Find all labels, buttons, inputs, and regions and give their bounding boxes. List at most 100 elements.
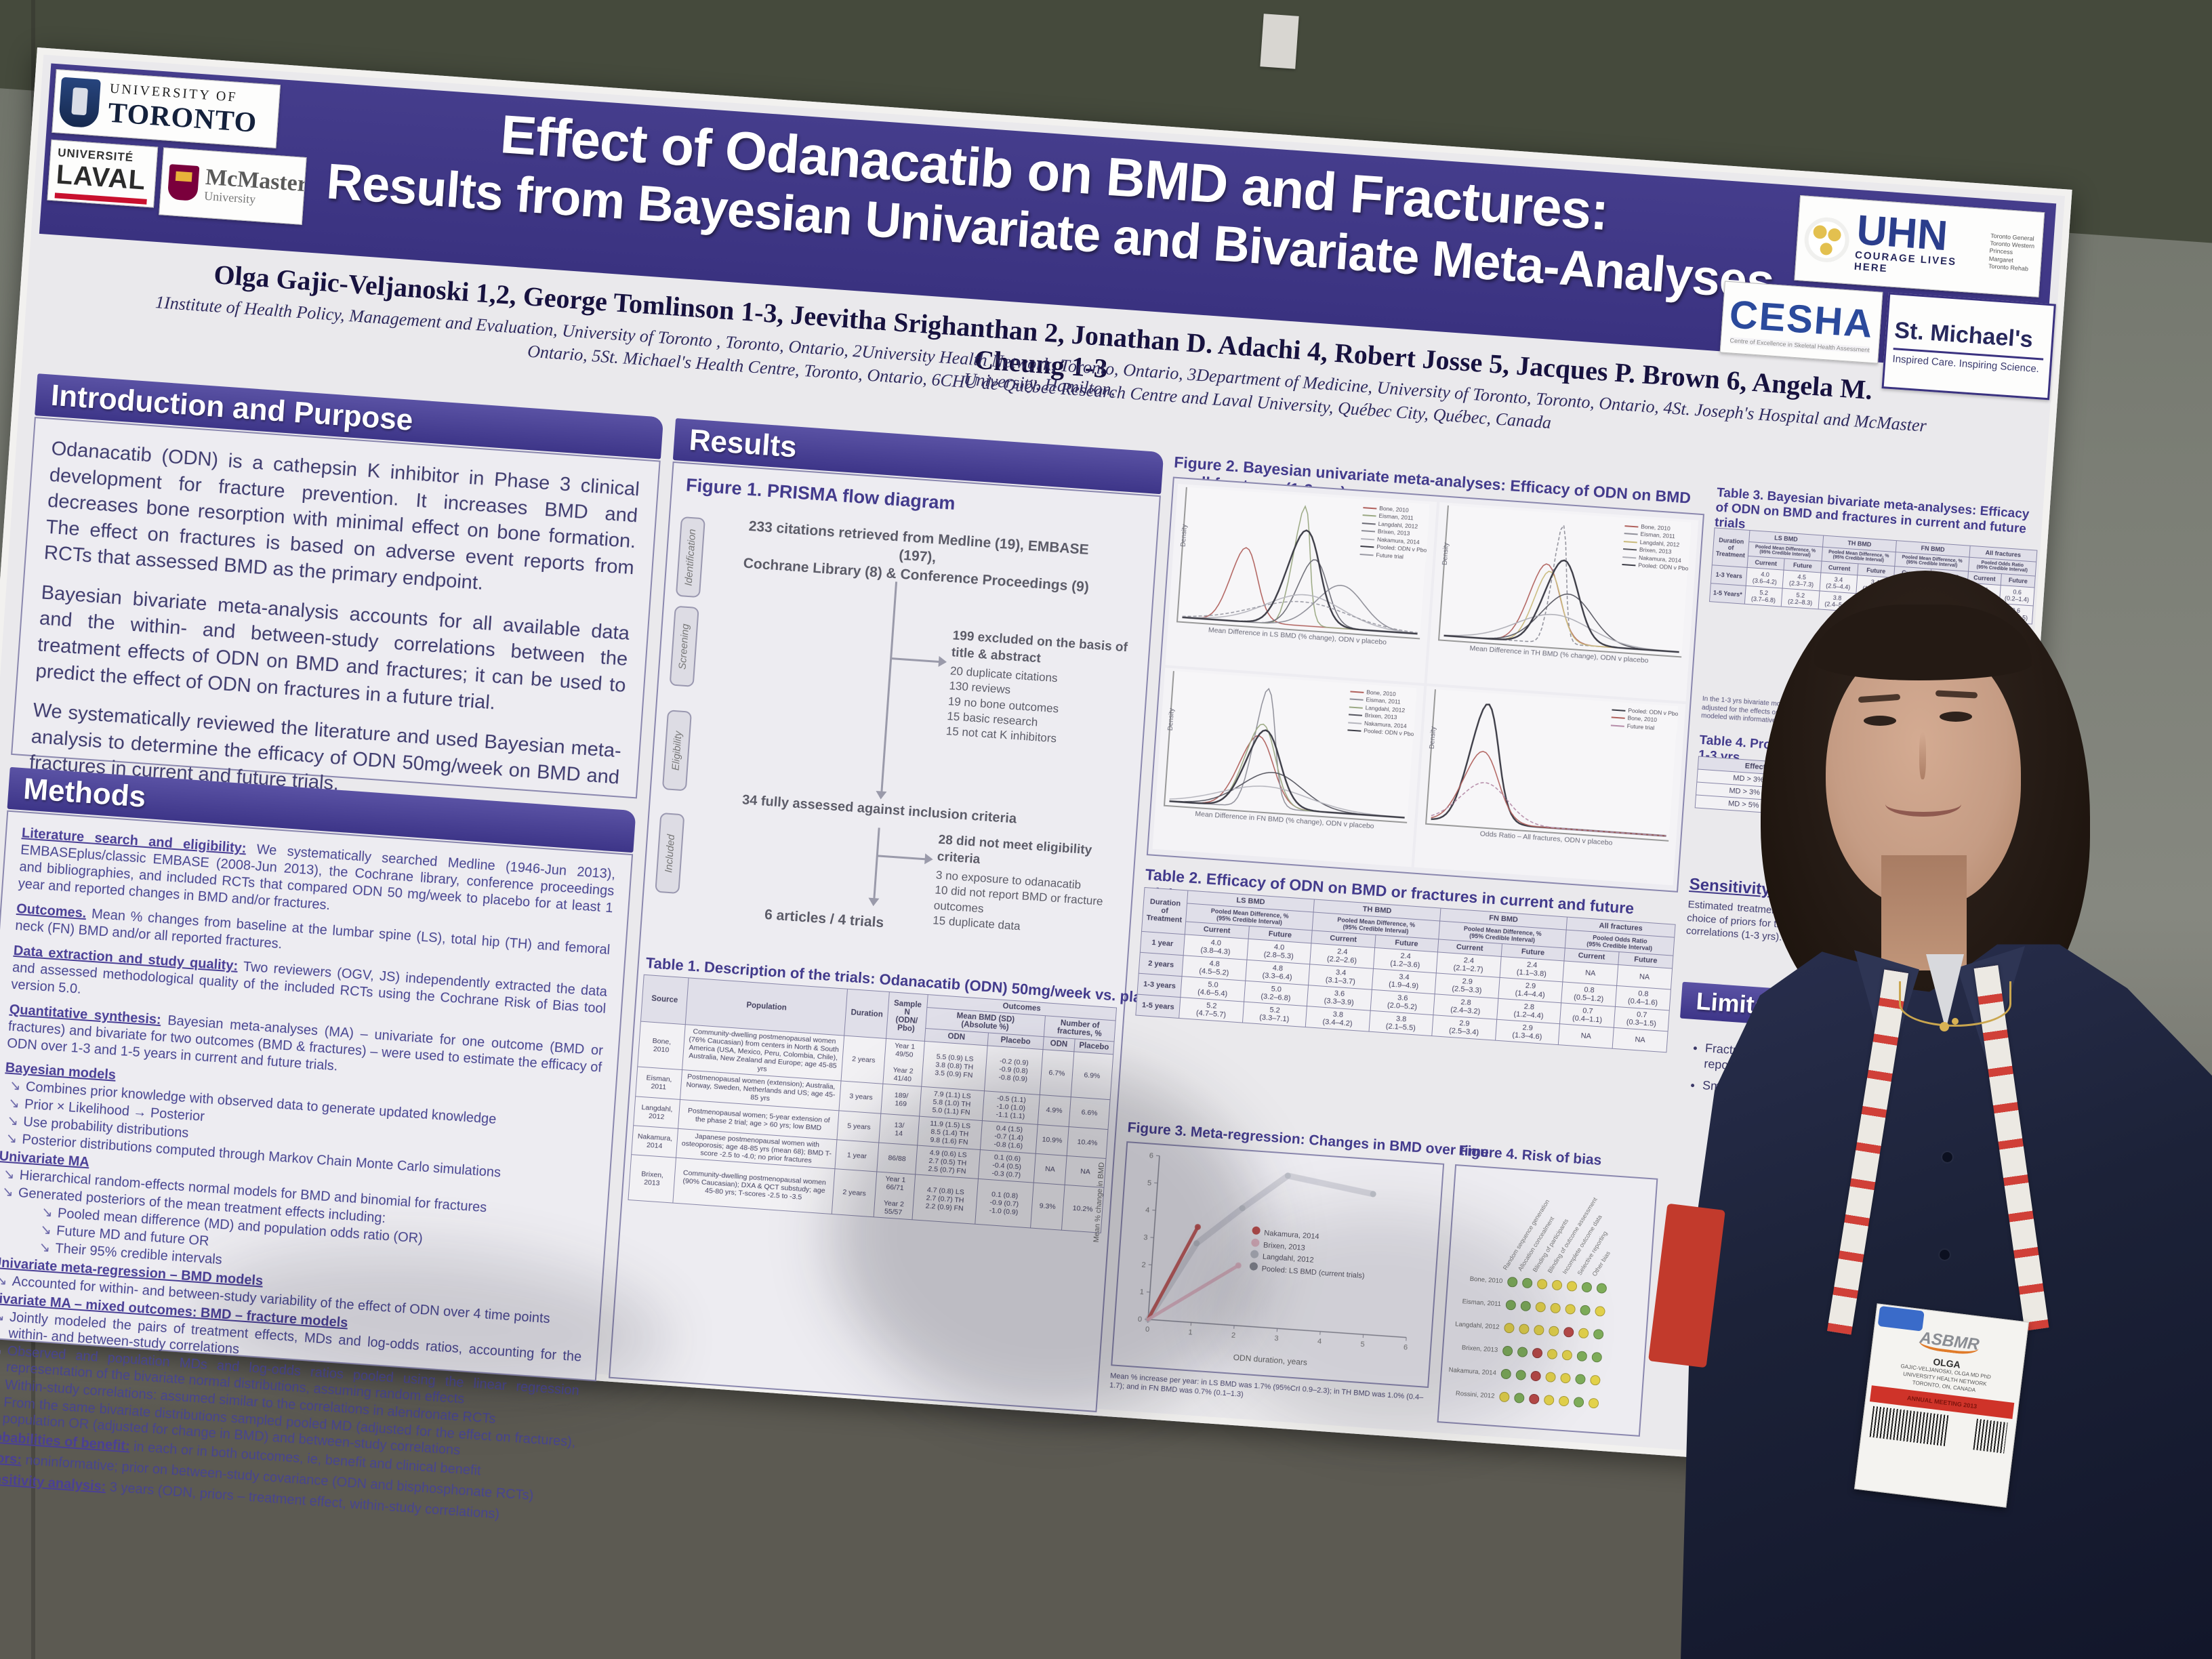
intro-paragraph: Odanacatib (ODN) is a cathepsin K inhibi… (43, 437, 640, 595)
col-duration: Duration of Treatment (1141, 887, 1188, 935)
person-mouth (1885, 792, 1961, 817)
risk-dot (1561, 1349, 1573, 1361)
svg-text:1: 1 (1188, 1328, 1193, 1336)
value-cell: NA (1612, 1027, 1668, 1052)
svg-text:0: 0 (1145, 1326, 1150, 1334)
risk-dot (1591, 1351, 1603, 1363)
stage-included: Included (662, 834, 677, 873)
svg-text:4: 4 (1145, 1206, 1150, 1214)
svg-text:6: 6 (1404, 1343, 1408, 1351)
svg-text:3: 3 (1274, 1334, 1279, 1343)
value-cell: 3.8 (2.1–5.5) (1368, 1010, 1433, 1036)
row-label: 1 year (1140, 931, 1185, 956)
flow-line (877, 855, 926, 861)
y-axis-label: Density (1179, 524, 1189, 548)
row-label: 1-5 Years* (1709, 583, 1746, 605)
stage-eligibility: Eligibility (670, 730, 684, 771)
jacket-button (1940, 1250, 1950, 1260)
row-label: 2 years (1139, 952, 1184, 977)
arrow-right-icon (924, 853, 934, 865)
risk-dot (1593, 1328, 1604, 1340)
necklace-chain (1899, 981, 2011, 1027)
risk-dot (1581, 1282, 1593, 1293)
arrow-down-icon (867, 897, 880, 907)
col-sample: Sample N (ODN/ Pbo) (886, 991, 928, 1042)
mcmaster-crest-icon (167, 164, 200, 201)
figure2-subplot-th: Density Bone, 2010 Eisman, 2011 Langdahl, … (1427, 501, 1699, 702)
risk-dot (1563, 1326, 1574, 1338)
flow-line (880, 581, 898, 793)
uhn-logo: UHN COURAGE LIVES HERE Toronto General T… (1794, 194, 2045, 298)
person-eye (1864, 716, 1896, 726)
risk-dot (1560, 1372, 1572, 1384)
col-duration: Duration of Treatment (1712, 527, 1750, 568)
badge-org-logo: ASBMR (1918, 1328, 1980, 1356)
cesha-logo: CESHA Centre of Excellence in Skeletal H… (1719, 281, 1883, 364)
figure2-subplot-fn: Density Bone, 2010 Eisman, 2011 Langdahl, … (1152, 668, 1425, 867)
risk-dot (1573, 1397, 1584, 1408)
density-plot-odds-ratio (1425, 689, 1678, 842)
value-cell: 5.2 (2.2–8.3) (1781, 588, 1820, 609)
svg-text:6: 6 (1149, 1151, 1153, 1160)
value-cell: 5.2 (3.3–7.1) (1242, 1002, 1307, 1027)
row-label: 1-5 years (1135, 994, 1181, 1019)
risk-dot (1558, 1395, 1570, 1407)
person-jacket (1681, 944, 2212, 1659)
arrow-down-icon (875, 790, 887, 800)
person-eye (1940, 712, 1972, 722)
y-axis-label: Density (1428, 726, 1438, 750)
person-hair-fringe (1814, 605, 2032, 680)
barcode (1869, 1406, 1949, 1447)
risk-dot (1589, 1374, 1601, 1386)
row-label: 1-3 Years (1711, 565, 1748, 586)
stage-identification: Identification (682, 528, 699, 586)
y-axis-label: Density (1166, 708, 1176, 731)
uhn-leaf-icon (1803, 216, 1851, 264)
svg-text:1: 1 (1139, 1288, 1144, 1296)
prisma-flow-diagram: Identification Screening Eligibility Inc… (646, 506, 1149, 975)
svg-text:2: 2 (1141, 1261, 1146, 1269)
y-axis-label: Density (1441, 542, 1451, 566)
meta-regression-chart: 0 1 2 3 4 5 6 0 1 2 3 4 5 6 (1137, 1151, 1408, 1351)
prisma-excluded-1: 199 excluded on the basis of title & abs… (945, 628, 1141, 752)
density-plot-ls-bmd (1176, 487, 1429, 640)
svg-text:2: 2 (1231, 1332, 1236, 1340)
prisma-box-included: 6 articles / 4 trials (764, 907, 884, 931)
flow-line (891, 657, 941, 663)
risk-dot (1543, 1394, 1555, 1406)
prisma-excluded-2: 28 did not meet eligibility criteria 3 n… (933, 832, 1127, 941)
jacket-button (1942, 1152, 1952, 1162)
mcmaster-logo: McMaster University (159, 147, 307, 225)
value-cell: 3.8 (3.4–4.2) (1305, 1006, 1370, 1032)
svg-text:5: 5 (1360, 1340, 1365, 1349)
conference-badge: ASBMR OLGA GAJIC-VELJANOSKI, OLGA MD PhD… (1854, 1303, 2029, 1508)
hanging-clip-tag (1260, 14, 1299, 69)
risk-dot (1588, 1397, 1599, 1409)
row-label: 1-3 years (1136, 973, 1183, 998)
uoft-crest-icon (58, 77, 101, 129)
risk-dot (1566, 1280, 1578, 1292)
value-cell: 5.2 (4.7–5.7) (1179, 997, 1244, 1023)
figure2-panel: Density Bone, 2010 Eisman, 2011 Langdahl, … (1146, 476, 1704, 893)
col-source: Source (640, 975, 689, 1025)
value-cell: NA (1558, 1023, 1614, 1049)
person-nose (1919, 732, 1926, 779)
stmichaels-logo: St. Michael's Inspired Care. Inspiring S… (1881, 292, 2056, 401)
value-cell: 2.9 (1.3–4.6) (1495, 1019, 1560, 1045)
col-duration: Duration (844, 989, 890, 1039)
risk-dot (1565, 1303, 1576, 1315)
figure3-panel: 0 1 2 3 4 5 6 0 1 2 3 4 5 6 (1111, 1141, 1445, 1389)
necklace-pendant (1952, 1018, 1959, 1025)
arrow-right-icon (938, 656, 947, 668)
stmichaels-name: St. Michael's (1893, 317, 2034, 353)
risk-dot (1596, 1282, 1607, 1294)
flow-line (873, 827, 880, 900)
figure2-subplot-or: Density Pooled: ODN v Pbo Bone, 2010 Futur… (1414, 686, 1686, 886)
risk-dot (1528, 1393, 1540, 1405)
stage-screening: Screening (676, 623, 692, 670)
figure4-caption: Figure 4. Risk of bias (1458, 1143, 1603, 1168)
svg-text:4: 4 (1317, 1337, 1322, 1345)
laval-logo: UNIVERSITÉ LAVAL (47, 139, 159, 208)
risk-dot (1578, 1328, 1589, 1339)
